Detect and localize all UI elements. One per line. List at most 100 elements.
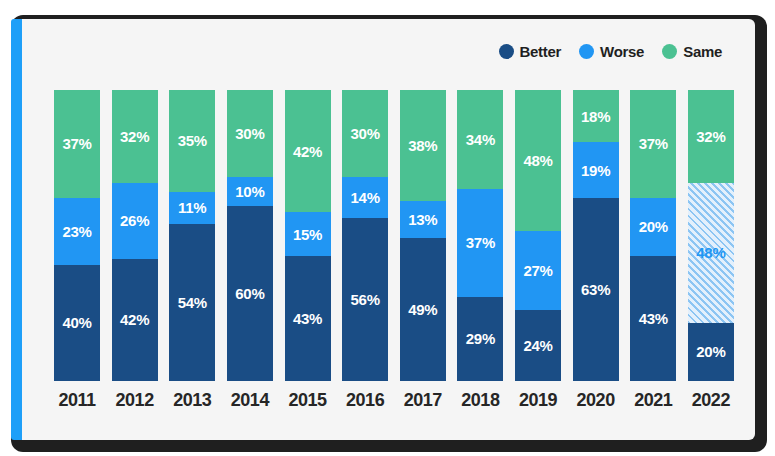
legend-item-worse: Worse bbox=[579, 43, 644, 60]
bar-column-2018: 34%37%29%2018 bbox=[457, 90, 503, 411]
accent-stripe bbox=[11, 19, 22, 440]
bar-segment-worse-2022: 48% bbox=[688, 183, 734, 323]
stacked-bar-2014: 30% 10% 60% bbox=[227, 90, 273, 381]
bar-segment-worse-2015: 15% bbox=[285, 212, 331, 256]
bar-segment-value: 15% bbox=[293, 226, 322, 243]
bar-segment-worse-2014: 10% bbox=[227, 177, 273, 206]
bar-segment-value: 40% bbox=[62, 314, 91, 331]
infographic: Better Worse Same 37%23%40% 2011 32% 26% 42% 20… bbox=[0, 0, 775, 456]
bar-segment-worse-2019: 27% bbox=[515, 231, 561, 310]
bar-segment-better-2012: 42% bbox=[112, 259, 158, 381]
bar-segment-value: 49% bbox=[408, 301, 437, 318]
bar-segment-same-2011: 37% bbox=[54, 90, 100, 198]
bar-segment-better-2017: 49% bbox=[400, 238, 446, 381]
bar-segment-value: 35% bbox=[178, 132, 207, 149]
category-label-2012: 2012 bbox=[116, 390, 154, 411]
bar-column-2021: 37% 20% 43% 2021 bbox=[630, 90, 676, 411]
bar-column-2020: 18%19%63%2020 bbox=[573, 90, 619, 411]
bar-segment-value: 26% bbox=[120, 212, 149, 229]
bar-segment-value: 43% bbox=[639, 310, 668, 327]
bar-column-2017: 38% 13% 49% 2017 bbox=[400, 90, 446, 411]
bar-segment-same-2014: 30% bbox=[227, 90, 273, 177]
legend-item-same: Same bbox=[662, 43, 722, 60]
bar-segment-better-2011: 40% bbox=[54, 265, 100, 381]
bar-segment-worse-2016: 14% bbox=[342, 177, 388, 218]
stacked-bar-2022: 32% 48%20% bbox=[688, 90, 734, 381]
bar-segment-better-2018: 29% bbox=[457, 297, 503, 381]
bar-columns: 37%23%40% 2011 32% 26% 42% 2012 35% 11% 54% 2013 3… bbox=[54, 90, 734, 411]
bar-segment-value: 14% bbox=[351, 189, 380, 206]
bar-segment-better-2014: 60% bbox=[227, 206, 273, 381]
stacked-bar-2011: 37%23%40% bbox=[54, 90, 100, 381]
stacked-bar-2021: 37% 20% 43% bbox=[630, 90, 676, 381]
bar-segment-value: 19% bbox=[581, 162, 610, 179]
bar-segment-value: 30% bbox=[351, 125, 380, 142]
bar-segment-same-2021: 37% bbox=[630, 90, 676, 198]
bar-segment-worse-2018: 37% bbox=[457, 189, 503, 297]
bar-segment-value: 60% bbox=[235, 285, 264, 302]
bar-column-2014: 30% 10% 60% 2014 bbox=[227, 90, 273, 411]
bar-column-2022: 32% 48%20% 2022 bbox=[688, 90, 734, 411]
bar-column-2016: 30% 14% 56% 2016 bbox=[342, 90, 388, 411]
bar-segment-value: 43% bbox=[293, 310, 322, 327]
bar-segment-worse-2012: 26% bbox=[112, 183, 158, 259]
category-label-2021: 2021 bbox=[634, 390, 672, 411]
bar-segment-same-2013: 35% bbox=[169, 90, 215, 192]
bar-segment-value: 32% bbox=[120, 128, 149, 145]
legend-label-better: Better bbox=[520, 43, 562, 60]
bar-segment-same-2019: 48% bbox=[515, 90, 561, 231]
bar-segment-same-2017: 38% bbox=[400, 90, 446, 201]
stacked-bar-2019: 48% 27% 24% bbox=[515, 90, 561, 381]
stacked-bar-2017: 38% 13% 49% bbox=[400, 90, 446, 381]
legend-label-same: Same bbox=[683, 43, 722, 60]
bar-segment-value: 56% bbox=[351, 291, 380, 308]
category-label-2018: 2018 bbox=[461, 390, 499, 411]
bar-segment-same-2015: 42% bbox=[285, 90, 331, 212]
stacked-bar-2015: 42% 15% 43% bbox=[285, 90, 331, 381]
bar-segment-value: 37% bbox=[639, 135, 668, 152]
stacked-bar-2016: 30% 14% 56% bbox=[342, 90, 388, 381]
bar-segment-better-2016: 56% bbox=[342, 218, 388, 381]
bar-column-2012: 32% 26% 42% 2012 bbox=[112, 90, 158, 411]
bar-segment-better-2022: 20% bbox=[688, 323, 734, 381]
bar-segment-value: 54% bbox=[178, 294, 207, 311]
bar-segment-value: 37% bbox=[62, 135, 91, 152]
bar-segment-value: 38% bbox=[408, 137, 437, 154]
bar-segment-value: 20% bbox=[639, 218, 668, 235]
bar-segment-better-2015: 43% bbox=[285, 256, 331, 381]
category-label-2016: 2016 bbox=[346, 390, 384, 411]
category-label-2019: 2019 bbox=[519, 390, 557, 411]
stacked-bar-2018: 34%37%29% bbox=[457, 90, 503, 381]
bar-segment-value: 48% bbox=[523, 152, 552, 169]
category-label-2015: 2015 bbox=[288, 390, 326, 411]
bar-segment-value: 13% bbox=[408, 211, 437, 228]
bar-segment-value: 29% bbox=[466, 330, 495, 347]
bar-segment-value: 27% bbox=[523, 262, 552, 279]
bar-segment-value: 32% bbox=[696, 128, 725, 145]
bar-segment-value: 42% bbox=[120, 311, 149, 328]
legend-label-worse: Worse bbox=[600, 43, 644, 60]
category-label-2014: 2014 bbox=[231, 390, 269, 411]
bar-segment-better-2020: 63% bbox=[573, 198, 619, 381]
bar-segment-worse-2021: 20% bbox=[630, 198, 676, 256]
bar-column-2015: 42% 15% 43% 2015 bbox=[285, 90, 331, 411]
bar-segment-value: 24% bbox=[523, 337, 552, 354]
category-label-2013: 2013 bbox=[173, 390, 211, 411]
bar-column-2011: 37%23%40% 2011 bbox=[54, 90, 100, 411]
bar-segment-value: 11% bbox=[178, 199, 206, 216]
bar-segment-better-2021: 43% bbox=[630, 256, 676, 381]
category-label-2011: 2011 bbox=[58, 390, 95, 411]
bar-segment-value: 42% bbox=[293, 143, 322, 160]
bar-segment-worse-2017: 13% bbox=[400, 201, 446, 239]
category-label-2017: 2017 bbox=[404, 390, 442, 411]
bar-segment-same-2012: 32% bbox=[112, 90, 158, 183]
legend-dot-worse-icon bbox=[579, 44, 594, 59]
legend-dot-better-icon bbox=[499, 44, 514, 59]
stacked-bar-2013: 35% 11% 54% bbox=[169, 90, 215, 381]
bar-segment-value: 10% bbox=[235, 183, 264, 200]
bar-segment-same-2022: 32% bbox=[688, 90, 734, 183]
chart-panel: Better Worse Same 37%23%40% 2011 32% 26% 42% 20… bbox=[22, 19, 755, 440]
category-label-2022: 2022 bbox=[692, 390, 730, 411]
bar-segment-value: 37% bbox=[466, 234, 495, 251]
bar-segment-worse-2020: 19% bbox=[573, 142, 619, 197]
